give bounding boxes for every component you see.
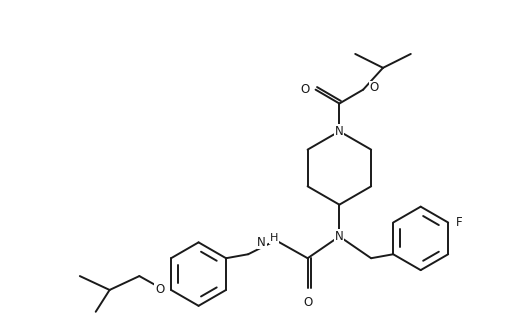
Text: F: F	[456, 216, 463, 229]
Text: H: H	[270, 233, 278, 243]
Text: O: O	[369, 81, 378, 94]
Text: N: N	[335, 125, 344, 138]
Text: O: O	[155, 284, 164, 296]
Text: O: O	[301, 83, 310, 96]
Text: O: O	[303, 296, 312, 309]
Text: N: N	[257, 236, 266, 249]
Text: N: N	[335, 230, 344, 243]
